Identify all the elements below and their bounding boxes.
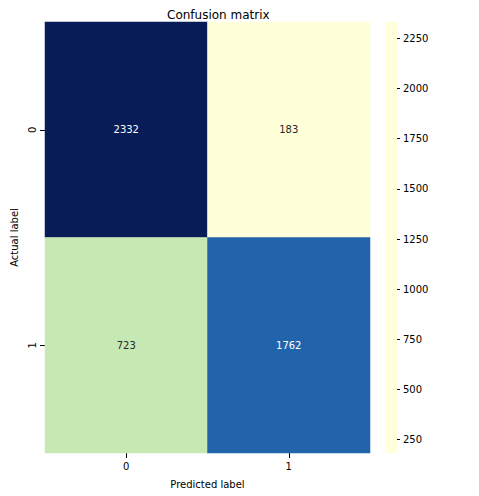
svg-text:500: 500 <box>403 384 422 395</box>
svg-text:1500: 1500 <box>403 183 428 194</box>
svg-text:1250: 1250 <box>403 234 428 245</box>
svg-text:1750: 1750 <box>403 133 428 144</box>
svg-text:250: 250 <box>403 434 422 445</box>
svg-text:2250: 2250 <box>403 33 428 44</box>
svg-text:0: 0 <box>27 127 38 133</box>
svg-text:2000: 2000 <box>403 83 428 94</box>
svg-text:183: 183 <box>279 124 298 135</box>
svg-text:Predicted label: Predicted label <box>170 479 244 490</box>
svg-text:0: 0 <box>123 461 129 472</box>
svg-text:1: 1 <box>286 461 292 472</box>
svg-text:Actual label: Actual label <box>9 208 20 267</box>
svg-text:Confusion matrix: Confusion matrix <box>167 8 270 22</box>
svg-text:1762: 1762 <box>276 340 301 351</box>
svg-text:750: 750 <box>403 334 422 345</box>
svg-text:2332: 2332 <box>114 124 139 135</box>
svg-text:1000: 1000 <box>403 284 428 295</box>
svg-text:723: 723 <box>117 340 136 351</box>
svg-text:1: 1 <box>27 342 38 348</box>
